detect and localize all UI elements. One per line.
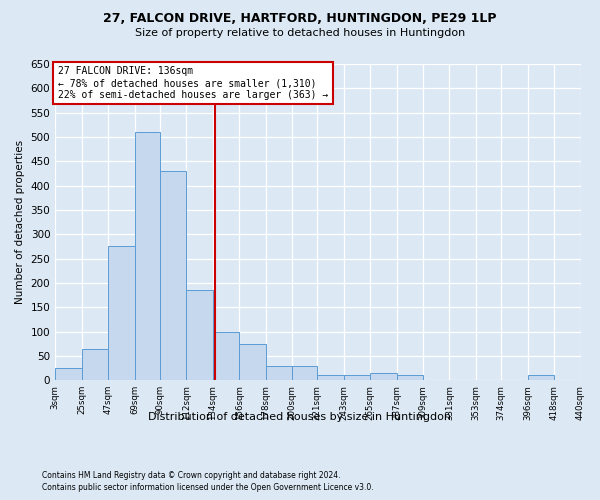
Bar (344, 376, 370, 380)
Bar (317, 376, 344, 380)
Bar (239, 344, 266, 381)
Bar (160, 171, 186, 380)
Bar (370, 373, 397, 380)
Text: Contains HM Land Registry data © Crown copyright and database right 2024.: Contains HM Land Registry data © Crown c… (42, 471, 341, 480)
Bar (266, 366, 292, 380)
Y-axis label: Number of detached properties: Number of detached properties (15, 140, 25, 304)
Bar (134, 132, 160, 380)
Text: Size of property relative to detached houses in Huntingdon: Size of property relative to detached ho… (135, 28, 465, 38)
Bar (55, 368, 82, 380)
Bar (186, 290, 212, 380)
Bar (397, 376, 423, 380)
Bar (292, 366, 317, 380)
Text: 27, FALCON DRIVE, HARTFORD, HUNTINGDON, PE29 1LP: 27, FALCON DRIVE, HARTFORD, HUNTINGDON, … (103, 12, 497, 26)
Bar (527, 376, 554, 380)
Text: Contains public sector information licensed under the Open Government Licence v3: Contains public sector information licen… (42, 484, 374, 492)
Bar (212, 332, 239, 380)
Bar (82, 348, 108, 380)
Text: Distribution of detached houses by size in Huntingdon: Distribution of detached houses by size … (149, 412, 452, 422)
Bar (108, 246, 134, 380)
Text: 27 FALCON DRIVE: 136sqm
← 78% of detached houses are smaller (1,310)
22% of semi: 27 FALCON DRIVE: 136sqm ← 78% of detache… (58, 66, 328, 100)
